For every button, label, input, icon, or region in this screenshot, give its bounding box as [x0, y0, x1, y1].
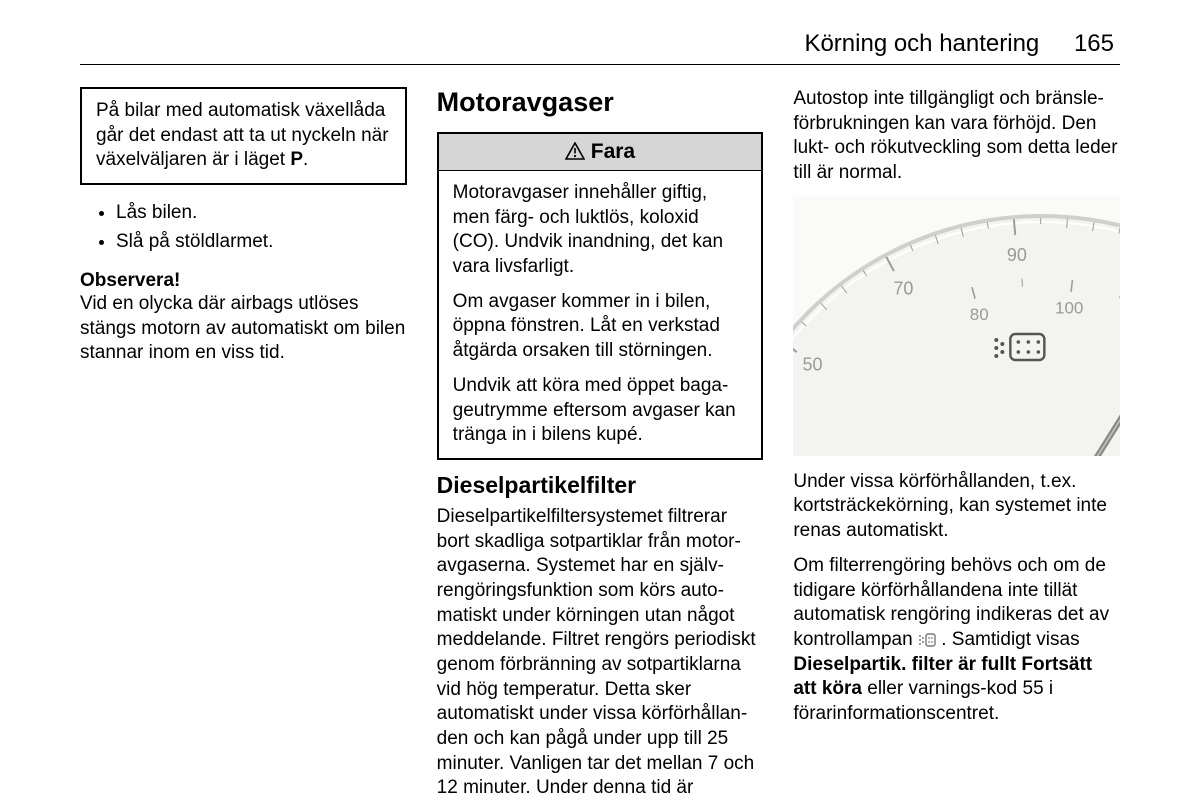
danger-p3: Undvik att köra med öppet baga­geutrymme… — [453, 374, 748, 448]
section-title: Körning och hantering — [804, 30, 1039, 57]
column-2: Motoravgaser Fara Motoravgaser innehålle… — [437, 87, 764, 811]
observe-heading: Observera! — [80, 270, 407, 292]
conditions-paragraph: Under vissa körförhållanden, t.ex. korts… — [793, 470, 1120, 544]
danger-title-text: Fara — [591, 140, 635, 163]
note-box-text: På bilar med automatisk växel­låda går d… — [96, 100, 389, 170]
svg-text:100: 100 — [1055, 298, 1083, 317]
danger-body: Motoravgaser innehåller giftig, men färg… — [439, 171, 762, 458]
list-item: Slå på stöldlarmet. — [116, 228, 407, 257]
svg-text:50: 50 — [803, 354, 823, 374]
speedometer-svg: 3050709011013080100120140 — [793, 196, 1120, 456]
column-1: På bilar med automatisk växel­låda går d… — [80, 87, 407, 811]
section-heading: Motoravgaser — [437, 87, 764, 118]
bullet-list: Lås bilen. Slå på stöldlarmet. — [116, 199, 407, 256]
danger-title: Fara — [439, 134, 762, 171]
page-number: 165 — [1074, 30, 1114, 57]
dpf-paragraph: Dieselpartikelfiltersystemet filtrerar b… — [437, 505, 764, 801]
manual-page: Körning och hantering 165 På bilar med a… — [0, 0, 1200, 802]
svg-text:90: 90 — [1007, 245, 1027, 265]
filter-p2b: . Samtidigt visas — [941, 629, 1079, 650]
danger-box: Fara Motoravgaser innehåller giftig, men… — [437, 132, 764, 460]
danger-p1: Motoravgaser innehåller giftig, men färg… — [453, 181, 748, 280]
observe-body: Vid en olycka där airbags utlöses stängs… — [80, 292, 407, 366]
svg-text:80: 80 — [970, 305, 989, 324]
note-box: På bilar med automatisk växel­låda går d… — [80, 87, 407, 185]
subsection-heading: Dieselpartikelfilter — [437, 472, 764, 499]
danger-p2: Om avgaser kommer in i bilen, öppna föns… — [453, 290, 748, 364]
svg-text:70: 70 — [894, 278, 914, 298]
warning-icon — [565, 142, 585, 160]
column-3: Autostop inte tillgängligt och bränsle­f… — [793, 87, 1120, 811]
page-header: Körning och hantering 165 — [80, 30, 1120, 65]
dpf-indicator-icon — [918, 633, 936, 647]
autostop-paragraph: Autostop inte tillgängligt och bränsle­f… — [793, 87, 1120, 186]
speedometer-figure: 3050709011013080100120140 — [793, 196, 1120, 456]
content-columns: På bilar med automatisk växel­låda går d… — [80, 87, 1120, 811]
filter-warning-paragraph: Om filterrengöring behövs och om de tidi… — [793, 554, 1120, 727]
list-item: Lås bilen. — [116, 199, 407, 228]
